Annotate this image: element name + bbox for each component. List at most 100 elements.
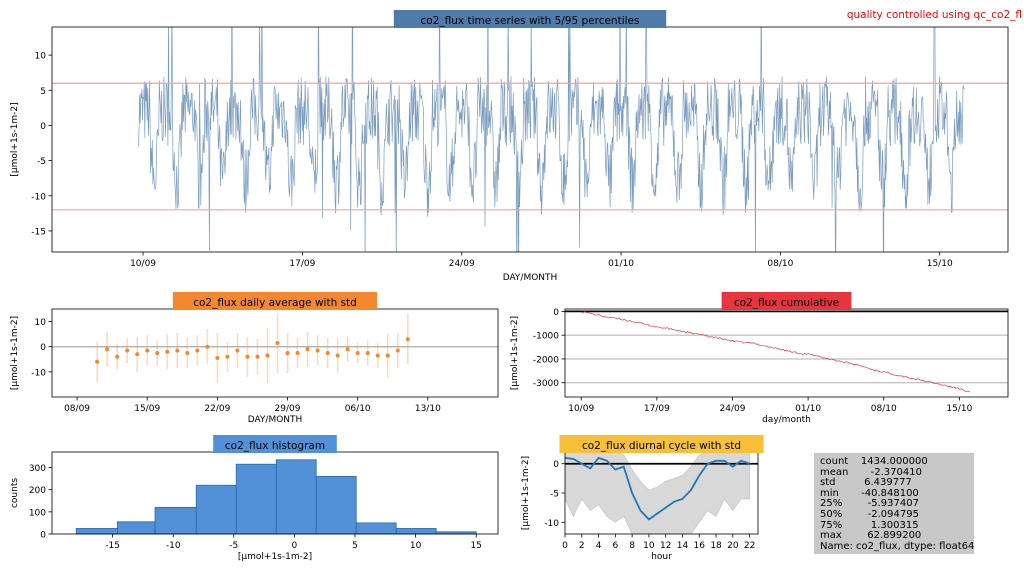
mean-point	[355, 351, 360, 355]
mean-point	[125, 348, 130, 353]
x-tick-label: 01/10	[795, 404, 821, 414]
x-tick-label: 29/09	[275, 404, 301, 414]
y-tick-label: 10	[35, 52, 47, 62]
histogram-bar	[275, 459, 317, 535]
x-tick-label: 0	[562, 541, 568, 551]
title-background	[721, 292, 852, 310]
x-tick-label: 16	[694, 541, 706, 551]
statistics-row: max 62.899200	[820, 530, 922, 542]
x-tick-label: 5	[352, 541, 358, 551]
x-tick-label: 15/09	[134, 404, 160, 414]
y-tick-label: -2000	[533, 355, 559, 365]
mean-point	[405, 337, 410, 342]
statistics-footer: Name: co2_flux, dtype: float64	[820, 540, 975, 552]
histogram-bar	[395, 528, 437, 535]
mean-point	[295, 351, 300, 355]
mean-point	[105, 347, 110, 352]
mean-point	[175, 348, 180, 353]
x-tick-label: 10/09	[568, 404, 594, 414]
mean-point	[265, 353, 270, 358]
mean-point	[315, 348, 320, 353]
title-background	[172, 292, 378, 310]
mean-point	[385, 353, 390, 358]
x-tick-label: -10	[166, 541, 181, 551]
x-tick-label: 14	[677, 541, 689, 551]
histogram-bar	[315, 475, 357, 535]
histogram-bar	[117, 521, 156, 535]
cumulative-panel: -3000 -2000 -1000 0 10/09 17/09 24/09 01/10 08/1…	[510, 292, 1009, 425]
x-tick-label: 10	[643, 541, 655, 551]
x-tick-label: 20	[727, 541, 739, 551]
statistics-rows: count 1434.000000 mean -2.370410 std 6.439…	[820, 456, 974, 542]
y-axis-label: [µmol+1s-1m-2]	[521, 456, 531, 530]
mean-point	[185, 351, 190, 355]
histogram-bar	[355, 522, 397, 535]
x-tick-label: 15/10	[927, 259, 953, 269]
y-tick-label: 0	[553, 460, 559, 470]
series-line	[138, 27, 965, 252]
mean-point	[345, 347, 350, 352]
y-tick-label: 0	[40, 122, 46, 132]
plot-frame	[51, 308, 499, 398]
y-tick-label: 200	[29, 486, 46, 496]
histogram-panel: 0 100 200 300 -15 -10 -5 0 5 10 15 [µmol+1s-1m-2] co…	[10, 435, 499, 562]
mean-line	[565, 456, 750, 521]
x-tick-label: 17/09	[644, 404, 670, 414]
mean-point	[215, 356, 220, 361]
mean-point	[195, 348, 200, 353]
mean-point	[205, 344, 210, 349]
mean-point	[225, 354, 230, 359]
plot-frame	[564, 308, 1009, 398]
diurnal-cycle-panel: -10 -5 0 0 2 4 6 8 10 12 14 16 18 20 22 hour [µmol+1s-1m…	[521, 435, 764, 562]
x-tick-label: 15	[470, 541, 481, 551]
mean-point	[305, 347, 310, 352]
x-tick-label: 24/09	[720, 404, 746, 414]
x-tick-label: 13/10	[415, 404, 441, 414]
timeseries-panel: -15 -10 -5 0 5 10 10/09 17/09 24/09 01/10 08/10 15/…	[10, 10, 1009, 283]
y-tick-label: 0	[553, 308, 559, 318]
x-axis-label: hour	[651, 552, 672, 562]
statistics-row: mean -2.370410	[820, 466, 922, 478]
x-axis-label: DAY/MONTH	[248, 415, 303, 425]
statistics-row: std 6.439777	[820, 477, 912, 489]
chart-title: co2_flux histogram	[225, 440, 325, 452]
x-tick-label: 08/10	[871, 404, 897, 414]
x-tick-label: 4	[596, 541, 602, 551]
x-tick-label: 08/10	[767, 259, 793, 269]
chart-title: co2_flux cumulative	[734, 297, 839, 309]
x-tick-label: 01/10	[608, 259, 634, 269]
mean-point	[115, 354, 120, 359]
histogram-bar	[235, 463, 277, 535]
title-background	[393, 10, 667, 28]
y-tick-label: 0	[40, 531, 46, 541]
y-tick-label: 300	[29, 464, 46, 474]
y-tick-label: 0	[40, 343, 46, 353]
y-tick-label: -10	[31, 192, 46, 202]
chart-title: co2_flux time series with 5/95 percentil…	[421, 15, 640, 27]
qc-note: quality controlled using qc_co2_fl	[847, 9, 1022, 21]
x-axis-label: day/month	[762, 415, 811, 425]
mean-point	[135, 352, 140, 357]
y-axis-label: counts	[10, 478, 20, 508]
mean-point	[245, 354, 250, 359]
histogram-bar	[154, 507, 197, 535]
mean-point	[325, 351, 330, 355]
mean-point	[275, 340, 280, 345]
x-tick-label: 24/09	[449, 259, 475, 269]
y-tick-label: 100	[29, 508, 46, 518]
x-tick-label: 12	[660, 541, 671, 551]
statistics-row: 75% 1.300315	[820, 519, 919, 531]
statistics-row: 25% -5.937407	[820, 498, 919, 510]
x-tick-label: 17/09	[289, 259, 315, 269]
y-tick-label: -10	[544, 519, 559, 529]
x-tick-label: 22	[744, 541, 755, 551]
x-tick-label: 10/09	[130, 259, 156, 269]
chart-title: co2_flux daily average with std	[193, 297, 357, 309]
mean-point	[255, 354, 260, 359]
mean-point	[365, 351, 370, 355]
title-background	[559, 435, 764, 453]
y-tick-label: 5	[40, 87, 46, 97]
x-tick-label: 8	[629, 541, 635, 551]
x-axis-label: DAY/MONTH	[503, 273, 558, 283]
